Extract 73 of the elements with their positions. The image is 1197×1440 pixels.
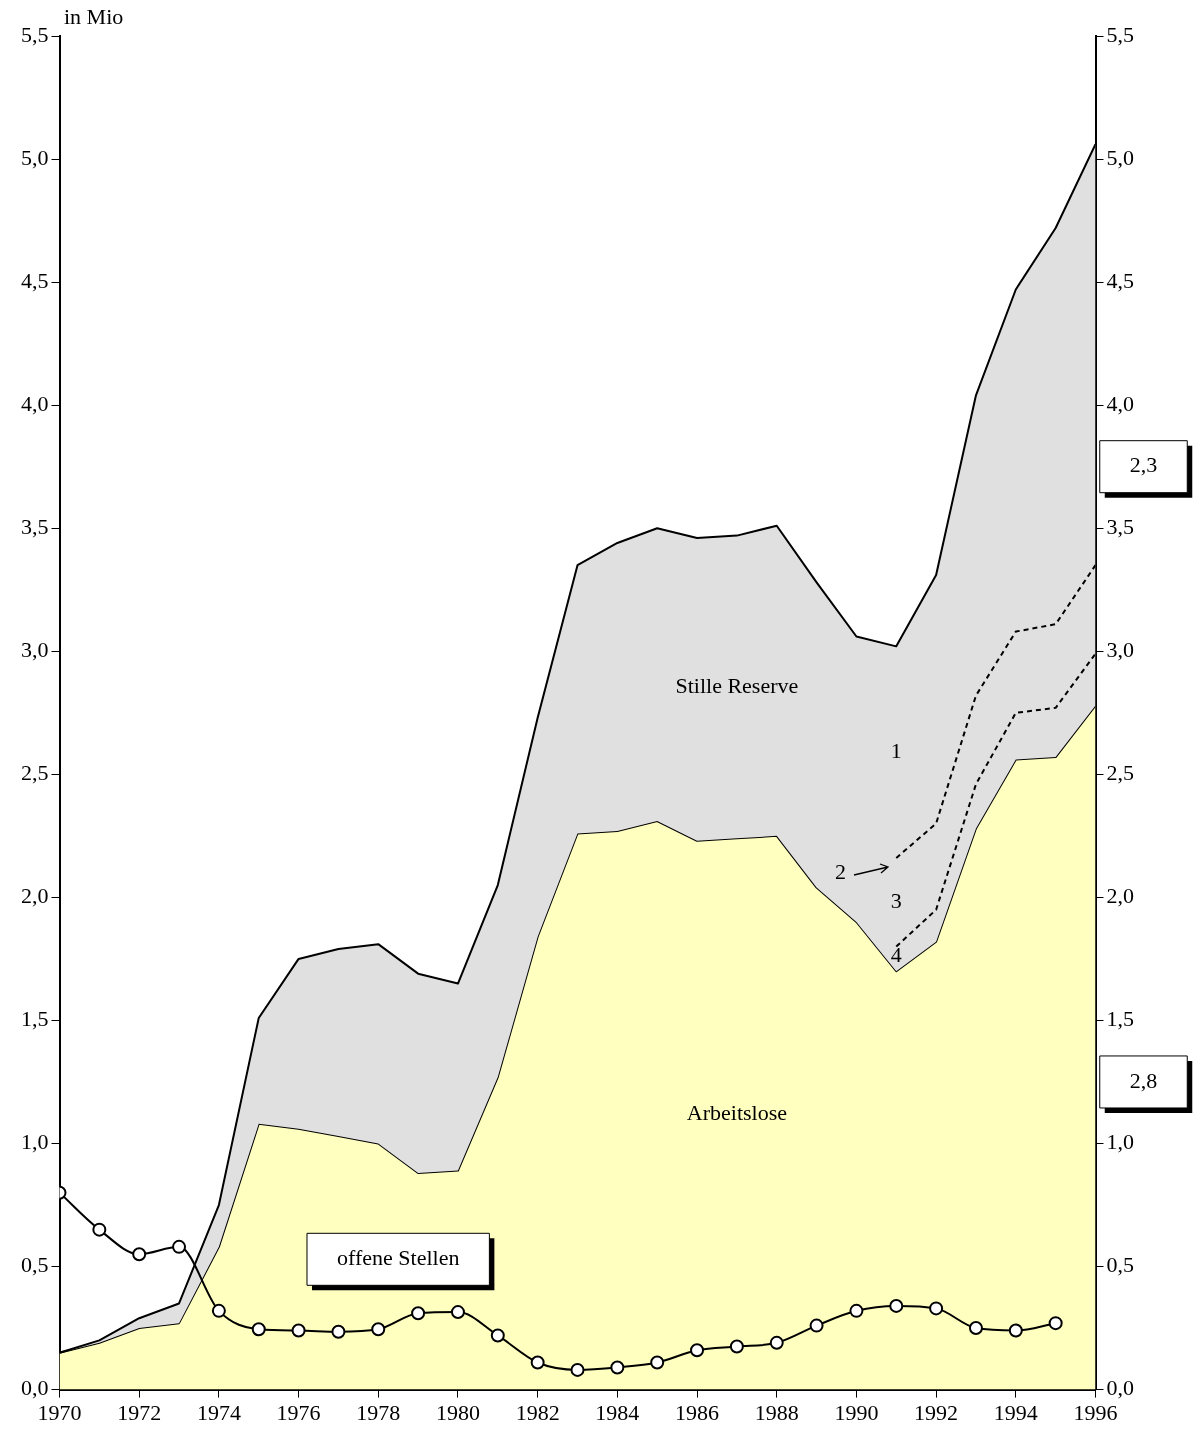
y2-tick-label: 2,5 [1106,760,1134,786]
x-tick-label: 1994 [993,1399,1038,1425]
point [769,1335,784,1350]
y-tick-label: 0,0 [21,1375,49,1401]
x-tick-label: 1974 [196,1399,241,1425]
point [1008,1323,1023,1338]
x-tick-label: 1982 [515,1399,560,1425]
point [92,1222,107,1237]
text: 2,8 [1129,1067,1158,1093]
y2-tick-label: 4,5 [1106,267,1134,293]
y2-tick-label: 3,0 [1106,637,1134,663]
y-tick-label: 2,5 [21,760,49,786]
y-tick-label: 1,0 [21,1129,49,1155]
point [809,1318,824,1333]
point [331,1324,346,1339]
y2-tick-label: 3,5 [1106,514,1134,539]
y2-tick-label: 1,0 [1106,1129,1134,1155]
y2-tick-label: 2,0 [1106,883,1134,909]
y-tick-label: 3,5 [21,514,49,539]
point [889,1298,904,1313]
y-tick-label: 4,0 [21,390,49,416]
x-tick-label: 1970 [37,1399,82,1425]
x-tick-label: 1996 [1073,1399,1118,1425]
point [1048,1316,1063,1331]
y-tick-label: 1,5 [21,1006,49,1032]
point [132,1247,147,1262]
y2-tick-label: 4,0 [1106,390,1134,416]
y2-tick-label: 5,5 [1106,21,1134,47]
x-tick-label: 1992 [914,1399,959,1425]
series-label: Arbeitslose [686,1099,787,1125]
point [570,1362,585,1377]
annotation: 3 [890,888,902,914]
point [650,1355,665,1370]
point [371,1322,386,1337]
y-tick-label: 5,0 [21,144,49,170]
text: 2,3 [1129,452,1158,478]
point [211,1303,226,1318]
y-axis-title: in Mio [64,4,124,30]
x-tick-label: 1990 [834,1399,879,1425]
y-tick-label: 5,5 [21,21,49,47]
point [251,1322,266,1337]
x-tick-label: 1988 [754,1399,799,1425]
point [291,1323,306,1338]
y-tick-label: 3,0 [21,637,49,663]
point [490,1328,505,1343]
x-tick-label: 1978 [356,1399,401,1425]
annotation: 4 [890,942,902,968]
x-tick-label: 1980 [435,1399,480,1425]
y-tick-label: 4,5 [21,267,49,293]
point [172,1239,187,1254]
y2-tick-label: 5,0 [1106,144,1134,170]
point [968,1321,983,1336]
point [729,1339,744,1354]
point [849,1303,864,1318]
x-tick-label: 1976 [276,1399,321,1425]
series-label: Stille Reserve [675,672,799,698]
y2-tick-label: 1,5 [1106,1006,1134,1032]
series-label: offene Stellen [337,1245,460,1271]
y2-tick-label: 0,5 [1106,1252,1134,1278]
x-tick-label: 1972 [117,1399,162,1425]
annotation: 1 [890,737,902,763]
point [411,1306,426,1321]
y-tick-label: 2,0 [21,883,49,909]
point [690,1343,705,1358]
y2-tick-label: 0,0 [1106,1375,1134,1401]
point [450,1305,465,1320]
x-tick-label: 1984 [595,1399,640,1425]
x-tick-label: 1986 [675,1399,720,1425]
annotation: 2 [834,858,846,884]
point [610,1360,625,1375]
y-tick-label: 0,5 [21,1252,49,1278]
point [929,1301,944,1316]
point [530,1355,545,1370]
